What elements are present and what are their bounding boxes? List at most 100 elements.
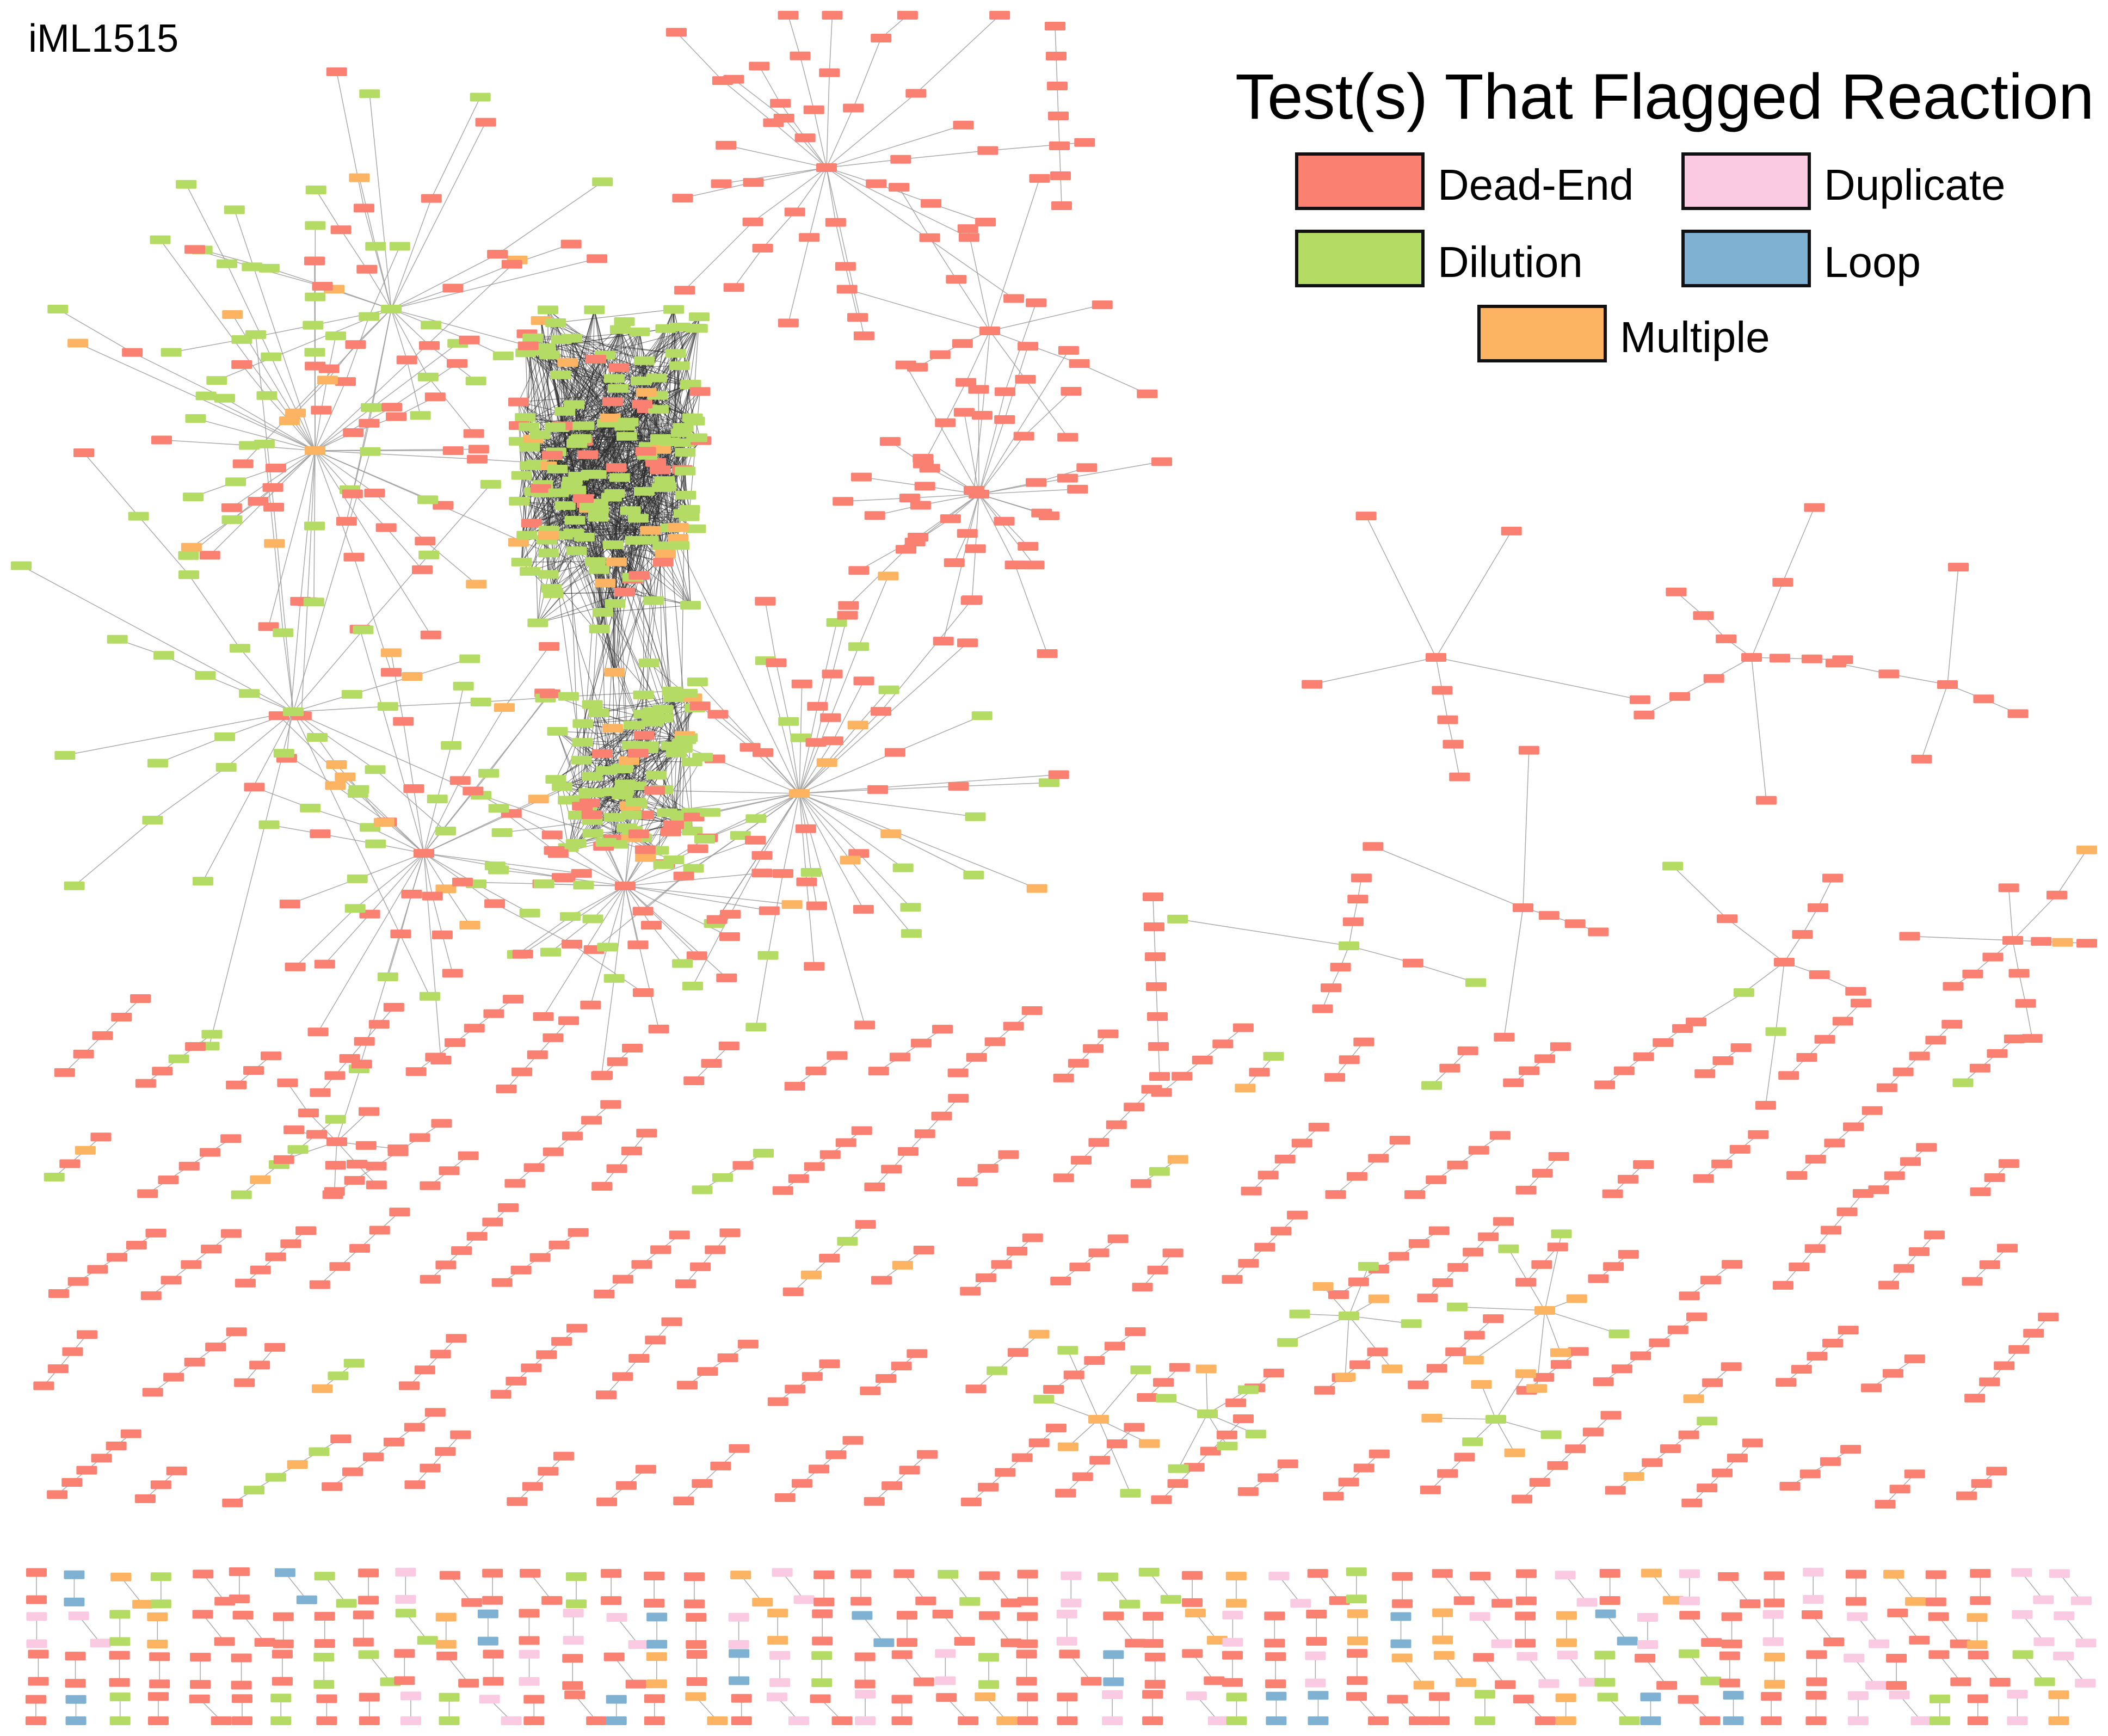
reaction-node	[325, 1161, 346, 1170]
reaction-node	[564, 400, 585, 409]
reaction-node	[1641, 1568, 1662, 1578]
reaction-node	[92, 1031, 113, 1040]
reaction-node	[891, 1695, 913, 1704]
reaction-node	[231, 360, 252, 369]
reaction-node	[1565, 1444, 1586, 1454]
reaction-edge	[191, 501, 258, 548]
reaction-node	[386, 412, 407, 421]
reaction-node	[1845, 1569, 1866, 1579]
reaction-node	[65, 1679, 86, 1688]
reaction-node	[1686, 1017, 1707, 1026]
reaction-node	[1681, 1498, 1703, 1507]
reaction-node	[1803, 1595, 1824, 1604]
reaction-edge	[1178, 1413, 1208, 1469]
reaction-node	[978, 1482, 999, 1492]
reaction-edge	[826, 93, 916, 168]
reaction-node	[232, 1610, 254, 1620]
reaction-node	[600, 1100, 621, 1109]
reaction-edge	[799, 56, 815, 110]
reaction-node	[653, 860, 674, 869]
reaction-node	[358, 1650, 379, 1659]
reaction-node	[1348, 1277, 1369, 1286]
reaction-node	[1513, 903, 1533, 912]
reaction-node	[1847, 1612, 1868, 1621]
reaction-node	[110, 1572, 132, 1581]
reaction-node	[1717, 914, 1738, 924]
reaction-edge	[1365, 515, 1437, 658]
reaction-node	[806, 901, 827, 910]
reaction-node	[161, 348, 182, 357]
reaction-node	[351, 1060, 372, 1069]
reaction-node	[1368, 1294, 1389, 1303]
reaction-node	[675, 466, 696, 476]
reaction-node	[381, 403, 403, 412]
reaction-node	[1132, 1283, 1153, 1292]
reaction-node	[1882, 1369, 1903, 1378]
reaction-node	[1222, 1637, 1243, 1647]
reaction-node	[965, 1384, 987, 1394]
reaction-node	[1017, 1597, 1038, 1606]
reaction-edge	[264, 444, 275, 544]
reaction-edge	[442, 934, 453, 974]
reaction-edge	[915, 15, 1000, 94]
reaction-node	[26, 1612, 47, 1621]
reaction-node	[1237, 1385, 1259, 1394]
reaction-node	[770, 99, 791, 108]
network-nodes	[11, 11, 2097, 1725]
reaction-edge	[1195, 1612, 1218, 1641]
reaction-node	[1721, 1362, 1742, 1371]
reaction-node	[794, 133, 816, 143]
reaction-node	[989, 11, 1010, 20]
reaction-edge	[400, 894, 412, 934]
reaction-node	[1138, 1567, 1160, 1577]
reaction-node	[511, 471, 532, 480]
reaction-node	[1320, 983, 1341, 993]
reaction-node	[1063, 1370, 1084, 1380]
reaction-node	[1566, 1294, 1587, 1303]
reaction-node	[442, 446, 464, 455]
reaction-edge	[411, 853, 424, 895]
reaction-node	[359, 1107, 380, 1116]
reaction-node	[632, 399, 653, 409]
reaction-node	[231, 1694, 252, 1703]
reaction-edge	[315, 450, 478, 460]
reaction-node	[1504, 1448, 1525, 1457]
reaction-node	[968, 385, 989, 394]
reaction-node	[588, 505, 609, 514]
reaction-node	[1225, 1398, 1247, 1407]
reaction-node	[430, 1350, 451, 1359]
reaction-edge	[775, 662, 790, 722]
reaction-node	[680, 380, 701, 390]
reaction-node	[258, 263, 280, 273]
reaction-node	[545, 318, 566, 328]
reaction-node	[1929, 1716, 1950, 1725]
reaction-edge	[799, 762, 828, 794]
reaction-node	[615, 882, 636, 890]
reaction-node	[594, 1289, 615, 1298]
reaction-node	[1889, 1690, 1910, 1700]
reaction-node	[184, 1357, 205, 1366]
reaction-node	[613, 763, 634, 772]
reaction-node	[1463, 1356, 1484, 1365]
reaction-node	[1388, 1252, 1409, 1261]
reaction-node	[766, 1692, 787, 1702]
reaction-node	[1185, 1609, 1206, 1618]
reaction-node	[2004, 1034, 2025, 1043]
reaction-edge	[171, 339, 242, 353]
reaction-node	[1098, 1029, 1119, 1038]
reaction-edge	[978, 350, 1069, 495]
reaction-node	[2076, 845, 2097, 854]
reaction-node	[683, 1599, 705, 1609]
reaction-node	[1212, 1039, 1234, 1049]
reaction-edge	[1312, 657, 1437, 685]
reaction-node	[1103, 1650, 1124, 1659]
reaction-edge	[391, 309, 528, 347]
reaction-node	[1538, 1679, 1560, 1688]
reaction-node	[1568, 1347, 1589, 1356]
reaction-node	[221, 515, 243, 524]
reaction-node	[1740, 1599, 1761, 1608]
reaction-edge	[202, 1573, 225, 1602]
reaction-node	[629, 327, 650, 336]
reaction-node	[1727, 1454, 1748, 1463]
reaction-node	[1007, 1246, 1028, 1255]
